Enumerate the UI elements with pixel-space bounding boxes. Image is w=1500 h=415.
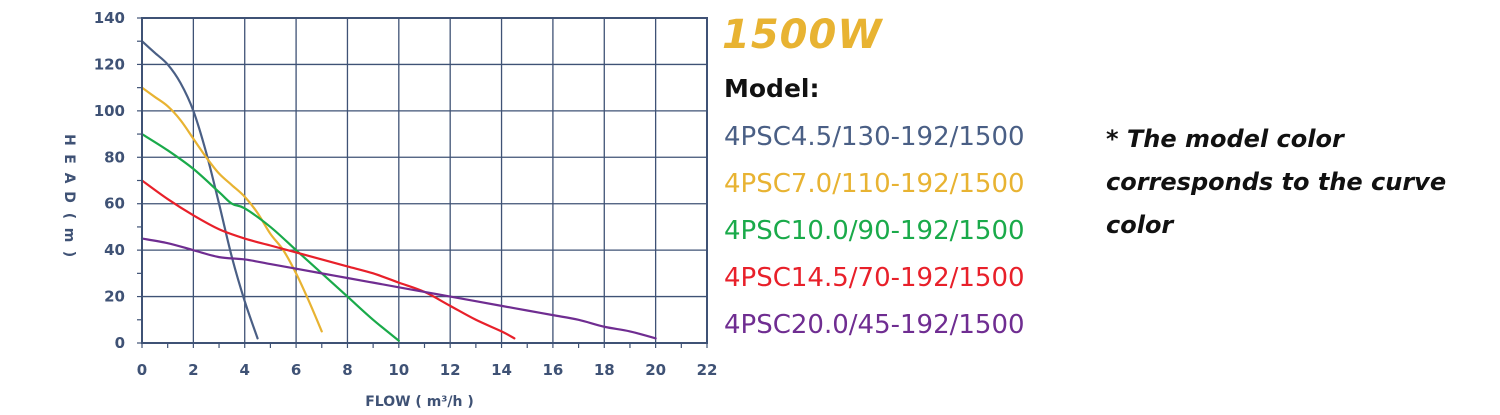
y-tick-labels: 0 20 40 60 80 100 120 140	[94, 9, 125, 352]
series-line-3	[140, 132, 400, 342]
y-axis-title-char: )	[61, 251, 77, 257]
y-axis-title-char: H	[61, 134, 77, 146]
power-rating-title: 1500W	[722, 12, 883, 58]
series-line-1	[140, 40, 259, 340]
legend-title: Model:	[724, 74, 820, 103]
x-tick-label: 10	[388, 361, 409, 379]
svg-text:(: (	[61, 213, 77, 219]
x-tick-labels: 0 2 4 6 8 10 12 14 16 18 20 22	[137, 361, 718, 379]
y-axis-title-char: (	[61, 213, 77, 219]
x-tick-label: 22	[697, 361, 718, 379]
model-legend: 4PSC4.5/130-192/1500 4PSC7.0/110-192/150…	[724, 118, 1025, 353]
y-tick-label: 80	[104, 148, 125, 166]
svg-text:m: m	[61, 228, 77, 243]
y-tick-label: 60	[104, 195, 125, 213]
legend-model-4: 4PSC14.5/70-192/1500	[724, 263, 1025, 293]
y-tick-label: 40	[104, 241, 125, 259]
x-tick-label: 18	[594, 361, 615, 379]
svg-text:H: H	[61, 134, 77, 146]
x-tick-label: 16	[542, 361, 563, 379]
y-axis-title-char: D	[61, 191, 77, 203]
y-axis-title-char: m	[61, 228, 77, 243]
legend-model-1: 4PSC4.5/130-192/1500	[724, 122, 1025, 152]
x-tick-label: 6	[291, 361, 301, 379]
series-line-4	[140, 179, 516, 340]
legend-model-3: 4PSC10.0/90-192/1500	[724, 216, 1025, 246]
y-tick-label: 140	[94, 9, 125, 27]
svg-text:A: A	[61, 173, 77, 184]
svg-text:): )	[61, 251, 77, 257]
performance-chart: 0 2 4 6 8 10 12 14 16 18 20 22 0 20 40 60 80 100 120 140 F…	[61, 9, 718, 410]
svg-text:D: D	[61, 191, 77, 203]
minor-ticks	[137, 17, 708, 348]
y-tick-label: 120	[94, 55, 125, 73]
y-tick-label: 100	[94, 102, 125, 120]
x-axis-title: FLOW ( m³/h )	[365, 394, 474, 410]
y-tick-label: 20	[104, 288, 125, 306]
chart-series	[140, 40, 657, 342]
x-tick-label: 8	[342, 361, 352, 379]
svg-text:E: E	[61, 154, 77, 164]
y-axis-title-char: A	[61, 173, 77, 184]
y-tick-label: 0	[115, 334, 125, 352]
series-line-5	[140, 237, 657, 340]
plot-frame	[141, 17, 708, 344]
x-tick-label: 12	[440, 361, 461, 379]
color-note: * The model color corresponds to the cur…	[1106, 125, 1447, 239]
x-tick-label: 20	[645, 361, 666, 379]
x-tick-label: 4	[240, 361, 250, 379]
legend-model-5: 4PSC20.0/45-192/1500	[724, 310, 1025, 340]
x-tick-label: 2	[188, 361, 198, 379]
x-tick-label: 14	[491, 361, 512, 379]
y-axis-title-char: E	[61, 154, 77, 164]
legend-model-2: 4PSC7.0/110-192/1500	[724, 169, 1025, 199]
series-line-2	[140, 86, 323, 333]
x-tick-label: 0	[137, 361, 147, 379]
